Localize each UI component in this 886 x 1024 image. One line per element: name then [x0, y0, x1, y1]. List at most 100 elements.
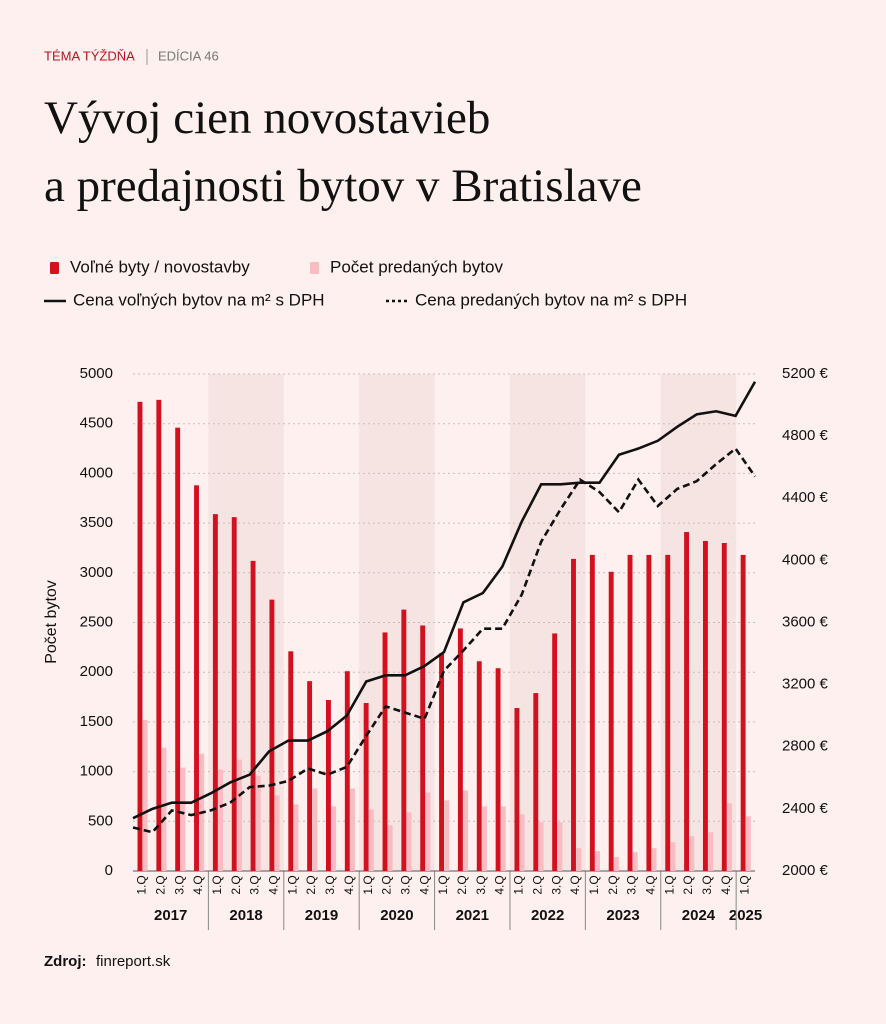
x-tick-label: 3.Q [474, 875, 488, 894]
legend-label: Počet predaných bytov [330, 257, 503, 276]
price-line [132, 446, 757, 834]
x-tick-label: 3.Q [625, 875, 639, 894]
bar [702, 540, 708, 871]
legend-label: Cena predaných bytov na m² s DPH [415, 290, 687, 309]
bar [608, 571, 614, 871]
bar [350, 788, 355, 871]
x-tick-label: 3.Q [248, 875, 262, 894]
y2-tick-label: 5200 € [782, 365, 829, 382]
bar [175, 427, 181, 871]
y2-tick-label: 2400 € [782, 800, 829, 817]
x-tick-label: 2.Q [304, 875, 318, 894]
bar [670, 842, 676, 871]
x-tick-label: 1.Q [210, 875, 224, 894]
bar [665, 554, 671, 871]
bar [387, 825, 393, 871]
year-label: 2021 [456, 907, 489, 924]
x-tick-label: 3.Q [549, 875, 563, 894]
year-label: 2022 [531, 907, 564, 924]
bar [420, 625, 426, 871]
price-line [132, 381, 757, 820]
bar [721, 542, 727, 871]
year-label: 2025 [729, 907, 762, 924]
y-tick-label: 1500 [80, 713, 113, 730]
bar [740, 554, 746, 871]
bar [595, 851, 600, 871]
x-tick-label: 4.Q [568, 875, 582, 894]
bar [727, 803, 732, 871]
x-tick-label: 2.Q [153, 875, 167, 894]
bar [538, 822, 544, 871]
bar [137, 401, 143, 871]
x-tick-label: 4.Q [417, 875, 431, 894]
bar [495, 668, 501, 871]
y-tick-label: 5000 [80, 365, 113, 382]
x-tick-label: 4.Q [493, 875, 507, 894]
bar [212, 514, 218, 871]
bar [236, 759, 242, 871]
bar [307, 681, 313, 871]
bar [194, 485, 199, 871]
y-tick-label: 4500 [80, 415, 113, 432]
bar [651, 848, 657, 871]
bar [627, 554, 633, 871]
y2-tick-label: 4400 € [782, 489, 829, 506]
bar [363, 703, 369, 871]
bar [142, 719, 148, 871]
bar [684, 532, 690, 871]
x-tick-label: 2.Q [455, 875, 469, 894]
source: finreport.sk [96, 953, 171, 970]
bar [457, 628, 463, 871]
x-tick-label: 1.Q [361, 875, 375, 894]
bar [689, 836, 695, 871]
legend-label: Voľné byty / novostavby [70, 257, 250, 276]
year-label: 2018 [229, 907, 262, 924]
y-tick-label: 500 [88, 812, 113, 829]
year-label: 2017 [154, 907, 187, 924]
x-tick-label: 1.Q [135, 875, 149, 894]
y2-tick-label: 3200 € [782, 676, 829, 693]
y-tick-label: 1000 [80, 763, 113, 780]
x-tick-label: 4.Q [719, 875, 733, 894]
bar [557, 822, 563, 871]
bar [519, 814, 525, 871]
bar [439, 653, 444, 871]
y-tick-label: 4000 [80, 464, 113, 481]
edition: EDÍCIA 46 [158, 48, 219, 63]
y2-tick-label: 3600 € [782, 613, 829, 630]
x-tick-label: 3.Q [398, 875, 412, 894]
bar [571, 558, 576, 871]
x-tick-label: 2.Q [681, 875, 695, 894]
legend-swatch [50, 262, 59, 274]
y2-tick-label: 2800 € [782, 738, 829, 755]
bar [368, 809, 374, 871]
x-tick-label: 4.Q [191, 875, 205, 894]
bar [274, 795, 280, 871]
bar [250, 560, 256, 871]
x-tick-label: 1.Q [587, 875, 601, 894]
bar [326, 700, 331, 871]
legend-label: Cena voľných bytov na m² s DPH [73, 290, 325, 309]
year-label: 2020 [380, 907, 413, 924]
bar [576, 848, 582, 871]
y-tick-label: 2000 [80, 663, 113, 680]
x-tick-label: 2.Q [229, 875, 243, 894]
y2-tick-label: 4800 € [782, 427, 829, 444]
bar [708, 832, 714, 871]
bar [180, 767, 186, 871]
x-tick-label: 4.Q [267, 875, 281, 894]
x-tick-label: 1.Q [436, 875, 450, 894]
bar [269, 599, 275, 871]
x-tick-label: 3.Q [323, 875, 337, 894]
bar [745, 816, 751, 871]
bar [255, 775, 261, 871]
bar [589, 554, 595, 871]
x-tick-label: 4.Q [342, 875, 356, 894]
year-label: 2024 [682, 907, 716, 924]
bar [331, 806, 337, 871]
x-tick-label: 4.Q [644, 875, 658, 894]
y2-tick-label: 4000 € [782, 551, 829, 568]
x-tick-label: 3.Q [700, 875, 714, 894]
x-tick-label: 2.Q [606, 875, 620, 894]
y-tick-label: 2500 [80, 613, 113, 630]
